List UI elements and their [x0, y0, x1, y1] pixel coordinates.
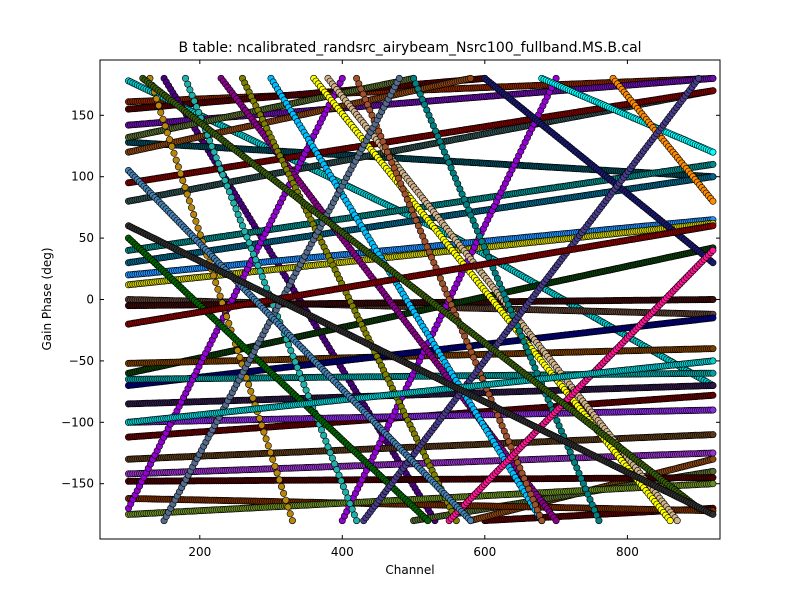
data-point: [709, 467, 717, 475]
data-point: [709, 314, 717, 322]
data-point: [709, 160, 717, 168]
data-point: [709, 74, 717, 82]
data-point: [709, 345, 717, 353]
data-point: [709, 87, 717, 95]
plot-area: [125, 74, 717, 525]
data-point: [709, 173, 717, 181]
data-point: [709, 295, 717, 303]
data-point: [709, 455, 717, 463]
data-point: [467, 74, 475, 82]
